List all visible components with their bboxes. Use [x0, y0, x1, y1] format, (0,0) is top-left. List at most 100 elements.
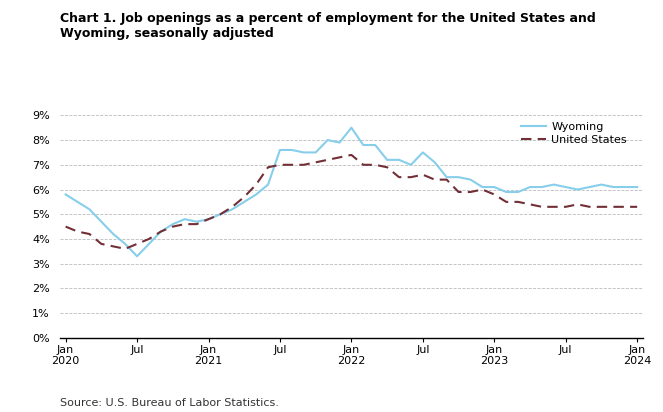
United States — [62, 224, 70, 229]
United States — [562, 204, 570, 209]
Wyoming — [359, 143, 367, 147]
Line: United States: United States — [66, 155, 637, 249]
Wyoming — [585, 185, 593, 190]
Wyoming — [324, 138, 332, 143]
Wyoming — [288, 147, 296, 152]
United States — [193, 222, 201, 227]
Wyoming — [467, 177, 475, 182]
Wyoming — [335, 140, 343, 145]
Wyoming — [228, 207, 236, 212]
Wyoming — [240, 199, 248, 204]
Wyoming — [264, 182, 272, 187]
Wyoming — [193, 219, 201, 224]
United States — [371, 162, 379, 167]
Wyoming — [443, 175, 451, 180]
United States — [491, 192, 499, 197]
United States — [479, 187, 487, 192]
Wyoming — [62, 192, 70, 197]
Wyoming — [204, 217, 212, 222]
United States — [240, 194, 248, 199]
Wyoming — [419, 150, 427, 155]
Line: Wyoming: Wyoming — [66, 128, 637, 256]
Wyoming — [633, 185, 641, 190]
Wyoming — [491, 185, 499, 190]
United States — [431, 177, 439, 182]
Wyoming — [455, 175, 463, 180]
United States — [585, 204, 593, 209]
Wyoming — [526, 185, 534, 190]
Wyoming — [216, 212, 224, 217]
United States — [169, 224, 177, 229]
Wyoming — [383, 157, 391, 162]
Wyoming — [157, 229, 165, 234]
United States — [109, 244, 117, 249]
Wyoming — [276, 147, 284, 152]
Wyoming — [395, 157, 403, 162]
Wyoming — [169, 222, 177, 227]
United States — [419, 172, 427, 177]
Wyoming — [609, 185, 617, 190]
United States — [383, 165, 391, 170]
United States — [526, 202, 534, 207]
United States — [145, 236, 153, 241]
United States — [157, 229, 165, 234]
Wyoming — [502, 190, 510, 194]
United States — [264, 165, 272, 170]
United States — [121, 246, 129, 251]
United States — [324, 157, 332, 162]
United States — [133, 241, 141, 246]
United States — [573, 202, 581, 207]
Text: Source: U.S. Bureau of Labor Statistics.: Source: U.S. Bureau of Labor Statistics. — [60, 398, 278, 408]
Wyoming — [621, 185, 629, 190]
Wyoming — [347, 125, 355, 130]
Wyoming — [573, 187, 581, 192]
United States — [597, 204, 605, 209]
Wyoming — [181, 217, 189, 222]
United States — [467, 190, 475, 194]
Legend: Wyoming, United States: Wyoming, United States — [517, 117, 631, 150]
Wyoming — [550, 182, 558, 187]
United States — [276, 162, 284, 167]
United States — [407, 175, 415, 180]
Wyoming — [109, 232, 117, 236]
Wyoming — [514, 190, 522, 194]
Wyoming — [133, 254, 141, 259]
United States — [252, 182, 260, 187]
United States — [312, 160, 320, 165]
Wyoming — [431, 160, 439, 165]
United States — [347, 152, 355, 157]
Wyoming — [300, 150, 308, 155]
United States — [633, 204, 641, 209]
United States — [609, 204, 617, 209]
Wyoming — [538, 185, 546, 190]
United States — [335, 155, 343, 160]
Wyoming — [312, 150, 320, 155]
United States — [359, 162, 367, 167]
United States — [216, 212, 224, 217]
United States — [621, 204, 629, 209]
United States — [86, 232, 93, 236]
Text: Chart 1. Job openings as a percent of employment for the United States and
Wyomi: Chart 1. Job openings as a percent of em… — [60, 12, 595, 40]
United States — [97, 241, 105, 246]
Wyoming — [479, 185, 487, 190]
Wyoming — [121, 241, 129, 246]
United States — [550, 204, 558, 209]
United States — [455, 190, 463, 194]
Wyoming — [86, 207, 93, 212]
Wyoming — [371, 143, 379, 147]
United States — [514, 199, 522, 204]
Wyoming — [97, 219, 105, 224]
United States — [538, 204, 546, 209]
Wyoming — [74, 199, 82, 204]
United States — [74, 229, 82, 234]
United States — [502, 199, 510, 204]
United States — [395, 175, 403, 180]
Wyoming — [145, 241, 153, 246]
Wyoming — [252, 192, 260, 197]
United States — [288, 162, 296, 167]
United States — [300, 162, 308, 167]
United States — [228, 204, 236, 209]
Wyoming — [597, 182, 605, 187]
Wyoming — [407, 162, 415, 167]
United States — [181, 222, 189, 227]
